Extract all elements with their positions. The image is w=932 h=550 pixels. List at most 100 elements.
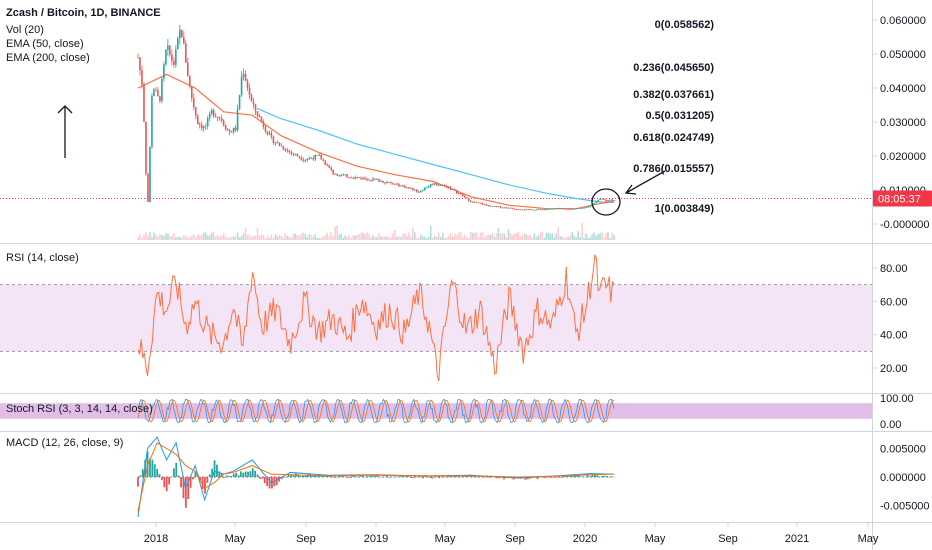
volume-bar [163,236,165,240]
macd-hist-bar [388,477,391,478]
volume-bar [310,234,313,240]
volume-bar [537,235,540,240]
stoch-rsi-panel[interactable]: Stoch RSI (3, 3, 14, 14, close) 100.00 0.… [0,393,914,431]
macd-hist-bar [443,477,446,478]
price-tick-label: 0.030000 [880,117,926,129]
candle-body [137,57,139,59]
candle-body [609,199,611,201]
rsi-panel[interactable]: RSI (14, close) 80.00 60.00 40.00 20.00 [0,252,908,382]
candle-body [547,209,550,210]
candle-body [505,207,508,209]
candle-body [328,165,330,168]
volume-bar [179,236,181,240]
volume-bar [362,232,364,240]
candle-body [513,208,516,210]
candle-body [599,198,601,200]
candle-body [181,29,183,38]
candle-body [423,187,426,191]
candle-body [258,116,261,118]
candle-body [248,87,251,96]
volume-bar [360,232,362,240]
candle-body [559,208,562,210]
candle-body [569,208,571,210]
time-tick-label: 2021 [785,533,809,545]
signal-line [137,442,615,512]
volume-bar [350,237,352,240]
candle-body [171,54,173,61]
candle-body [481,203,484,205]
candle-body [294,154,297,155]
candle-body [290,152,293,154]
volume-bar [581,222,583,240]
macd-hist-bar [567,476,570,478]
candle-body [581,208,583,209]
candle-body [177,38,179,50]
volume-bar [296,235,299,240]
volume-bar [485,235,488,240]
macd-hist-bar [290,475,292,477]
candle-body [210,110,213,114]
candle-body [372,178,374,181]
volume-bar [384,235,386,240]
volume-bar [155,234,157,240]
macd-hist-bar [560,477,563,478]
candle-body [435,183,438,185]
macd-hist-bar [153,464,156,477]
macd-hist-bar [596,475,599,477]
volume-bar [316,237,319,240]
volume-bar [481,231,484,240]
macd-hist-bar [247,471,249,477]
time-tick-label: Sep [296,533,316,545]
macd-hist-bar [550,477,553,478]
volume-bar [422,236,424,240]
volume-bar [559,236,562,240]
indicator-ema200: EMA (200, close) [6,52,90,64]
rsi-tick-label: 80.00 [880,263,908,275]
time-axis[interactable]: 2018 May Sep 2019 May Sep 2020 May Sep 2021 May [144,523,879,545]
macd-panel[interactable]: MACD (12, 26, close, 9) 0.005000 0.000000… [6,436,930,517]
volume-bar [418,237,420,240]
volume-bar [609,237,611,240]
volume-bar [529,235,532,240]
candle-body [497,206,500,208]
candle-body [278,142,281,146]
candle-body [230,131,233,133]
volume-bar [298,235,301,240]
candle-body [545,209,548,211]
volume-bar [318,237,321,240]
macd-hist-bar [610,476,613,477]
candle-body [416,189,418,192]
candle-body [206,118,209,127]
volume-bar [238,237,241,240]
volume-bar [342,237,344,240]
volume-bar [380,236,382,240]
volume-bar [157,236,159,240]
volume-bar [240,235,243,240]
volume-bar [425,237,428,240]
candle-body [467,198,470,201]
volume-bar [487,234,490,240]
macd-hist-bar [235,472,237,477]
macd-hist-bar [321,475,324,477]
macd-hist-bar [383,476,386,478]
macd-hist-bar [268,477,271,489]
candle-body [314,155,317,160]
candle-body [224,125,227,130]
macd-hist-bar [381,476,383,478]
macd-hist-bar [249,471,252,477]
candle-body [354,177,356,179]
volume-bar [388,237,390,240]
volume-bar [246,234,249,240]
candle-body [382,180,384,183]
volume-bar [531,237,534,240]
candle-body [304,160,307,161]
candle-body [282,146,285,150]
price-panel[interactable]: 0(0.058562) 0.236(0.045650) 0.382(0.037661… [0,7,932,240]
macd-hist-bar [613,476,615,478]
macd-hist-bar [201,477,204,489]
volume-bar [248,234,251,240]
candle-body [519,209,522,211]
candle-body [607,200,609,202]
macd-hist-bar [139,475,142,477]
volume-bar [483,237,486,240]
